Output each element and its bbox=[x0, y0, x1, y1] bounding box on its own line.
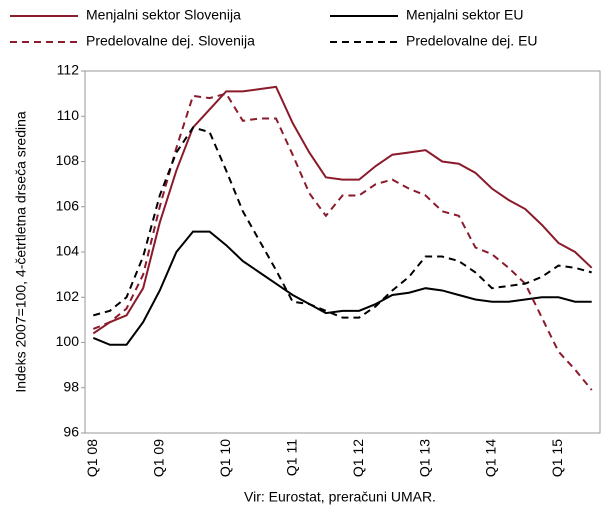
y-tick-label: 108 bbox=[56, 152, 80, 168]
x-tick-label: Q1 14 bbox=[483, 439, 499, 477]
y-tick-label: 96 bbox=[63, 424, 79, 440]
source-note: Vir: Eurostat, preračuni UMAR. bbox=[244, 489, 436, 505]
y-axis-label: Indeks 2007=100, 4-četrtletna drseča sre… bbox=[13, 111, 29, 393]
series-line bbox=[92, 85, 593, 335]
series-line bbox=[93, 126, 592, 319]
x-tick-label: Q1 08 bbox=[84, 439, 100, 477]
series-line bbox=[92, 230, 592, 346]
y-tick-label: 110 bbox=[57, 107, 80, 123]
x-tick-label: Q1 09 bbox=[150, 439, 166, 477]
y-tick-label: 112 bbox=[57, 62, 80, 78]
y-tick-label: 98 bbox=[63, 378, 79, 394]
x-tick-label: Q1 12 bbox=[350, 439, 366, 477]
y-tick-label: 104 bbox=[56, 243, 80, 259]
legend-label: Menjalni sektor Slovenija bbox=[86, 7, 241, 23]
series-line bbox=[92, 92, 593, 391]
legend-label: Menjalni sektor EU bbox=[406, 7, 524, 23]
legend-label: Predelovalne dej. Slovenija bbox=[86, 33, 255, 49]
plot-frame bbox=[84, 70, 601, 434]
x-tick-label: Q1 13 bbox=[416, 439, 432, 477]
legend-label: Predelovalne dej. EU bbox=[406, 33, 538, 49]
x-tick-label: Q1 15 bbox=[549, 439, 565, 477]
y-tick-label: 100 bbox=[56, 333, 80, 349]
y-tick-label: 106 bbox=[56, 197, 80, 213]
x-tick-label: Q1 10 bbox=[217, 439, 233, 477]
y-tick-label: 102 bbox=[56, 288, 80, 304]
x-tick-label: Q1 11 bbox=[283, 439, 299, 476]
